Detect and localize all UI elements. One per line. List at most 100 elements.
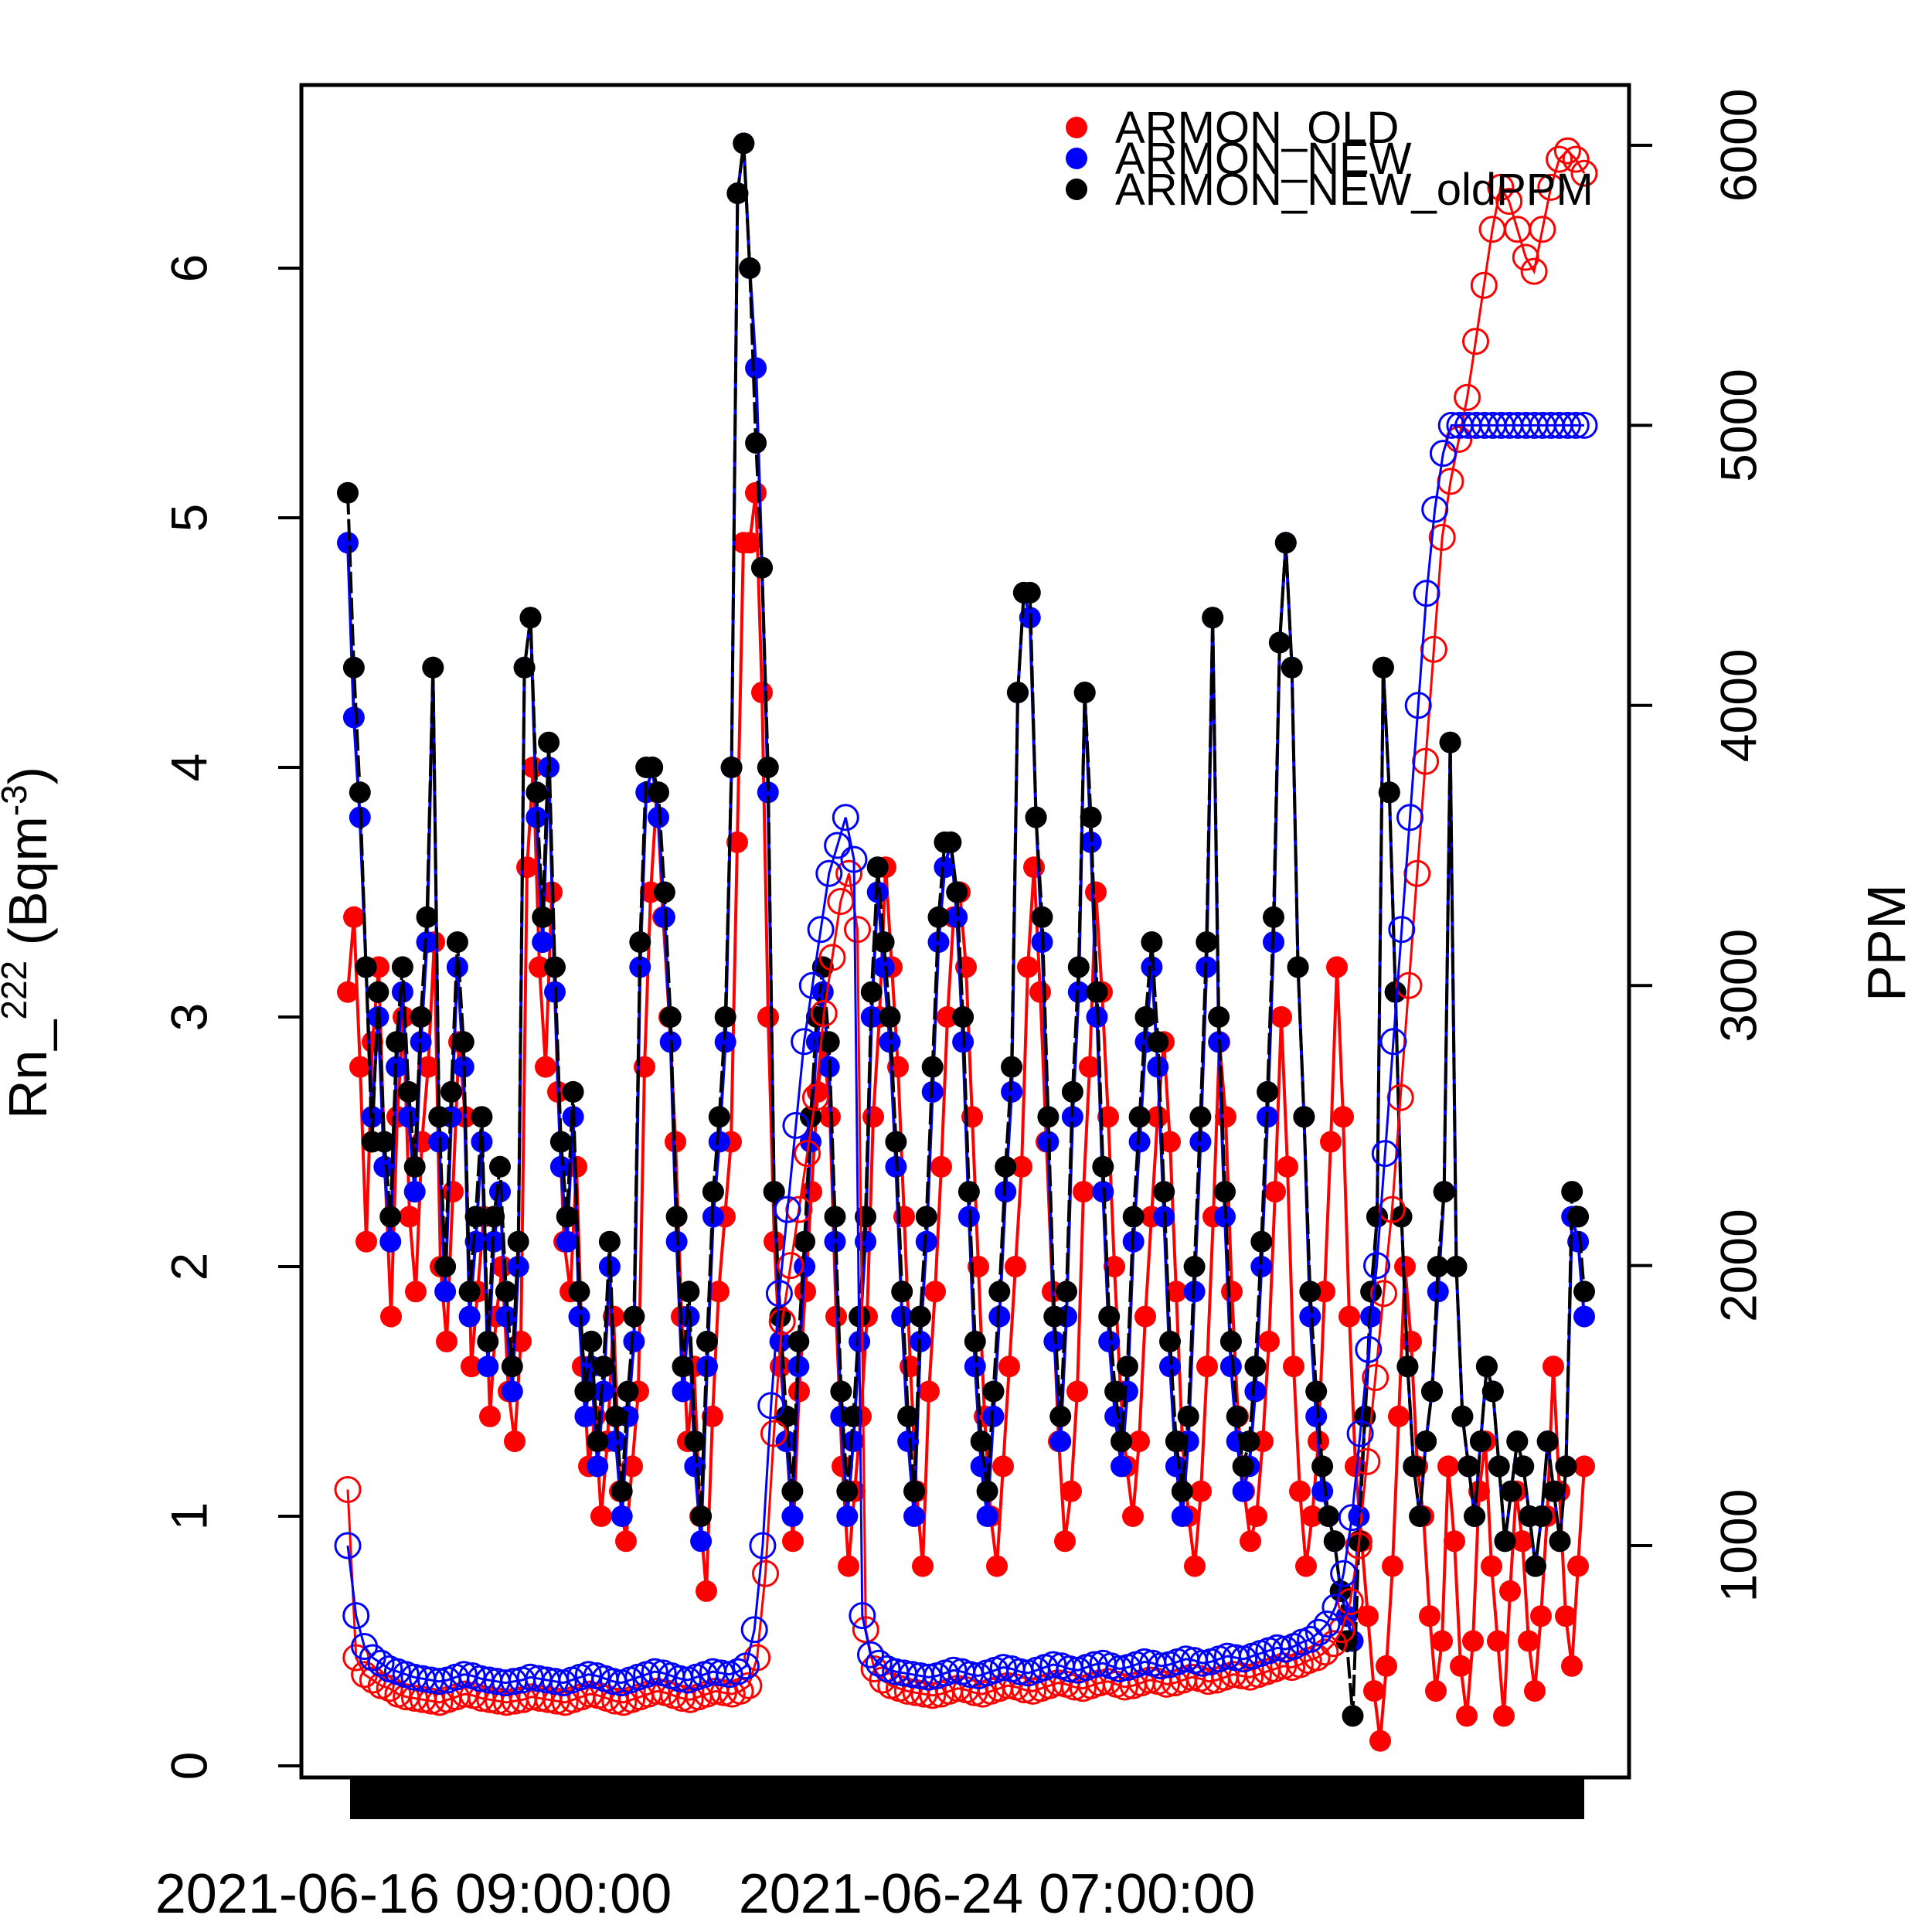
point-armon-old: [522, 757, 544, 778]
point-armon-old: [924, 1281, 946, 1303]
point-armon-old: [1462, 1630, 1484, 1652]
point-armon-new-oldppm: [562, 1080, 584, 1103]
point-armon-old-ppm: [810, 999, 838, 1027]
point-armon-new-oldppm: [1007, 682, 1029, 704]
point-armon-old: [380, 1305, 402, 1328]
point-armon-new: [1219, 1355, 1242, 1378]
point-armon-new-oldppm: [604, 1405, 627, 1427]
point-armon-new-oldppm: [1202, 607, 1224, 629]
point-armon-new-ppm: [1570, 411, 1598, 439]
point-armon-new-oldppm: [1257, 1080, 1279, 1103]
point-armon-new: [1159, 1355, 1181, 1378]
point-armon-new: [708, 1131, 730, 1153]
point-armon-new: [1171, 1505, 1193, 1527]
point-armon-new: [1049, 1430, 1072, 1453]
point-armon-new: [593, 1380, 614, 1403]
x-tick-label: 2021-06-16 09:00:00: [155, 1863, 672, 1925]
point-armon-old-ppm: [919, 1682, 947, 1709]
point-armon-new: [1299, 1305, 1321, 1328]
point-armon-new-oldppm: [678, 1281, 700, 1303]
point-armon-new-oldppm: [653, 881, 675, 903]
point-armon-new-oldppm: [787, 1330, 810, 1352]
point-armon-new-oldppm: [641, 757, 664, 778]
point-armon-new-oldppm: [665, 1206, 688, 1228]
point-armon-new-ppm: [342, 1602, 370, 1630]
point-armon-old: [1357, 1605, 1379, 1628]
point-armon-old-ppm: [801, 1083, 829, 1111]
point-armon-old-ppm: [334, 1476, 362, 1503]
point-armon-old: [1437, 1455, 1459, 1478]
y-left-tick-label: 3: [160, 1003, 217, 1032]
point-armon-new: [836, 1505, 859, 1527]
point-armon-new: [879, 1031, 901, 1053]
point-armon-new-oldppm: [1415, 1430, 1437, 1453]
point-armon-new-ppm: [857, 1641, 884, 1668]
point-armon-old: [417, 1056, 439, 1078]
point-armon-new: [690, 1530, 713, 1553]
point-armon-old: [1196, 1355, 1218, 1378]
point-armon-new-oldppm: [1421, 1380, 1443, 1403]
point-armon-old: [529, 956, 550, 978]
point-armon-new-oldppm: [1250, 1230, 1273, 1253]
point-armon-new-ppm: [749, 1532, 777, 1560]
point-armon-new-oldppm: [568, 1281, 590, 1303]
point-armon-new-oldppm: [988, 1281, 1011, 1303]
point-armon-new-ppm: [740, 1616, 768, 1644]
point-armon-new: [574, 1405, 597, 1427]
point-armon-new: [1001, 1080, 1023, 1103]
point-armon-old: [998, 1355, 1020, 1378]
y-left-axis-title: Rn_222 (Bqm-3): [0, 767, 58, 1119]
point-armon-new: [842, 1430, 865, 1453]
point-armon-new-oldppm: [1530, 1505, 1553, 1527]
point-armon-new: [903, 1505, 925, 1527]
point-armon-new-ppm: [832, 804, 859, 832]
point-armon-old: [479, 1405, 501, 1427]
point-armon-new-ppm: [940, 1656, 968, 1684]
point-armon-old-ppm: [1345, 1532, 1372, 1560]
point-armon-new-oldppm: [532, 906, 554, 928]
point-armon-new: [745, 357, 767, 379]
point-armon-new-ppm: [915, 1663, 943, 1691]
point-armon-old: [590, 1505, 612, 1527]
point-armon-new-oldppm: [1268, 631, 1291, 654]
point-armon-new-oldppm: [495, 1281, 517, 1303]
point-armon-new-oldppm: [507, 1230, 529, 1253]
point-armon-old: [405, 1281, 427, 1303]
point-armon-old: [757, 1006, 779, 1028]
point-armon-new-ppm: [1106, 1655, 1134, 1682]
point-armon-new-oldppm: [1451, 1405, 1474, 1427]
point-armon-new-oldppm: [957, 1181, 980, 1203]
legend-label-1: ARMON_NEW: [1115, 134, 1412, 184]
point-armon-new-oldppm: [1403, 1455, 1425, 1478]
point-armon-old: [355, 1230, 377, 1253]
point-armon-new-ppm: [1404, 692, 1432, 719]
point-armon-new-oldppm: [763, 1181, 785, 1203]
point-armon-new: [976, 1505, 998, 1527]
point-armon-new: [1111, 1455, 1132, 1478]
point-armon-new-oldppm: [1524, 1555, 1546, 1577]
point-armon-old-ppm: [1520, 257, 1548, 285]
point-armon-old-ppm: [794, 1140, 821, 1168]
point-armon-new-oldppm: [1366, 1206, 1388, 1228]
point-armon-new-oldppm: [946, 881, 968, 903]
y-right-axis-title: PPM: [1856, 884, 1917, 1002]
point-armon-new: [1104, 1405, 1127, 1427]
point-armon-new: [337, 532, 359, 554]
point-armon-new-oldppm: [373, 1131, 396, 1153]
point-armon-new-oldppm: [940, 831, 962, 853]
point-armon-new-ppm: [1039, 1651, 1067, 1679]
point-armon-new-oldppm: [1165, 1430, 1187, 1453]
point-armon-new-oldppm: [1323, 1530, 1345, 1553]
point-armon-old: [337, 981, 359, 1003]
point-armon-new-ppm: [1264, 1634, 1291, 1662]
point-armon-new-oldppm: [866, 856, 889, 879]
point-armon-new-oldppm: [1458, 1455, 1480, 1478]
y-left-tick-label: 4: [160, 753, 217, 782]
point-armon-old: [862, 1106, 884, 1128]
point-armon-new-oldppm: [726, 182, 749, 205]
point-armon-new-oldppm: [1561, 1181, 1583, 1203]
point-armon-old-ppm: [1570, 159, 1598, 187]
point-armon-old-ppm: [1362, 1364, 1389, 1392]
point-armon-new-oldppm: [1244, 1355, 1267, 1378]
point-armon-new-oldppm: [1396, 1355, 1419, 1378]
